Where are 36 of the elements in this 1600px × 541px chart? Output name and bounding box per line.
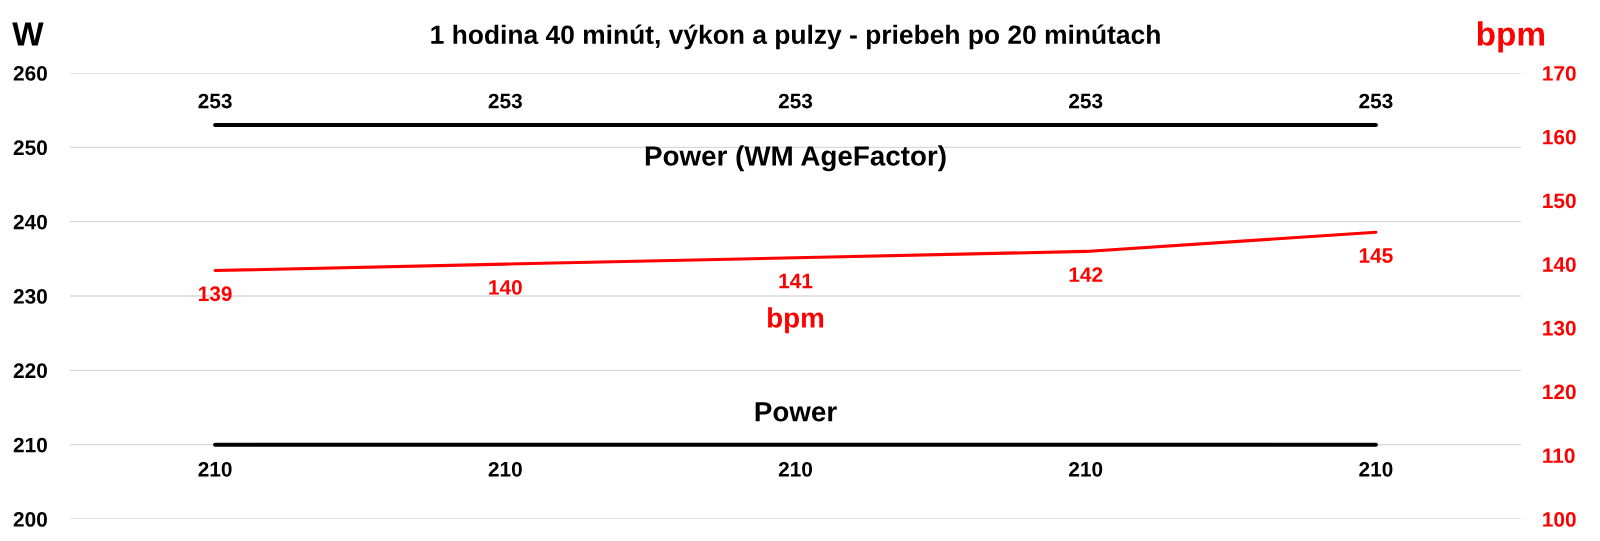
data-label: 140 — [489, 279, 522, 295]
y2-tick-label: 170 — [1543, 66, 1576, 81]
y2-tick-label: 120 — [1543, 384, 1576, 400]
data-label: 210 — [1359, 461, 1393, 477]
y2-tick-label: 100 — [1543, 512, 1576, 527]
y-axis-title: W — [12, 22, 44, 46]
y-tick-label: 240 — [13, 214, 47, 230]
data-label: 253 — [488, 93, 522, 109]
y-tick-label: 200 — [13, 512, 47, 527]
y2-tick-label: 160 — [1543, 129, 1576, 145]
data-label: 253 — [1359, 93, 1393, 109]
series-label: Power — [755, 402, 837, 422]
y-tick-label: 250 — [13, 140, 47, 156]
data-label: 253 — [778, 93, 813, 109]
data-label: 253 — [1069, 93, 1103, 109]
data-label: 253 — [198, 93, 232, 109]
y2-tick-label: 150 — [1543, 193, 1576, 209]
series-label: bpm — [768, 307, 824, 334]
data-label: 145 — [1359, 248, 1393, 263]
chart-title: 1 hodina 40 minút, výkon a pulzy - priebeh po 20 minútach — [431, 24, 1160, 50]
data-label: 141 — [779, 273, 813, 289]
data-label: 210 — [1069, 461, 1103, 477]
data-label: 139 — [199, 286, 232, 302]
y2-tick-label: 110 — [1543, 448, 1575, 464]
data-label: 210 — [488, 461, 522, 477]
data-label: 210 — [778, 461, 813, 477]
data-label: 142 — [1069, 267, 1103, 282]
y-tick-label: 260 — [13, 66, 47, 81]
y-tick-label: 230 — [13, 289, 47, 304]
y2-tick-label: 130 — [1543, 320, 1576, 336]
y2-tick-label: 140 — [1543, 257, 1576, 272]
y-tick-label: 220 — [13, 363, 47, 379]
series-label: Power (WM AgeFactor) — [645, 145, 946, 172]
y-tick-label: 210 — [13, 437, 47, 453]
y2-axis-title: bpm — [1477, 21, 1544, 53]
data-label: 210 — [198, 461, 232, 477]
